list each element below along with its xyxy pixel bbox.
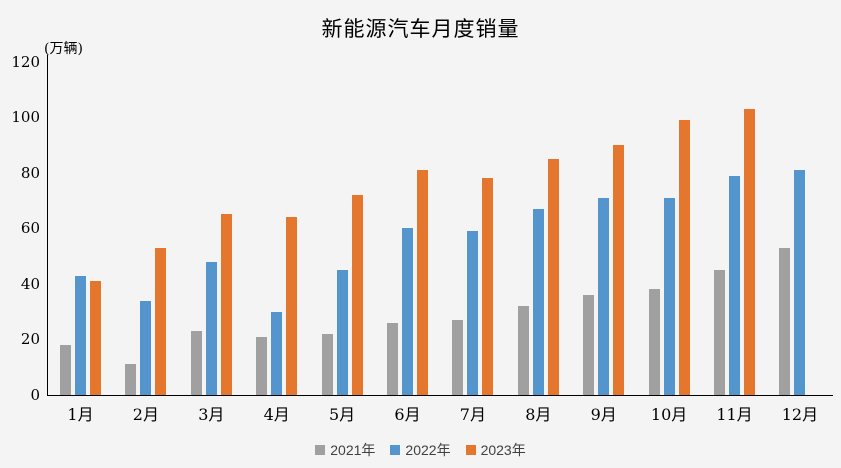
- x-axis-label: 4月: [263, 405, 290, 424]
- y-axis-tick-label: 40: [20, 274, 40, 293]
- bar-2022年-5月: [336, 270, 348, 395]
- x-axis-label: 3月: [198, 405, 225, 424]
- x-axis-line: [47, 395, 833, 396]
- bar-2022年-10月: [663, 197, 675, 395]
- bar-2023年-9月: [613, 145, 625, 395]
- legend-label: 2021年: [330, 442, 376, 458]
- legend-swatch-icon: [315, 445, 326, 455]
- bar-2022年-3月: [205, 261, 217, 395]
- y-axis-tick-label: 120: [11, 52, 40, 71]
- y-axis-tick-label: 80: [20, 163, 40, 182]
- legend: 2021年 2022年 2023年: [0, 440, 841, 460]
- bar-2021年-3月: [190, 331, 202, 395]
- bar-2021年-6月: [387, 322, 398, 395]
- bar-2022年-4月: [271, 311, 283, 395]
- bar-2023年-2月: [155, 247, 167, 395]
- bar-2021年-10月: [648, 289, 660, 395]
- y-axis-line: [47, 55, 48, 395]
- y-axis-tick-label: 60: [20, 219, 40, 238]
- y-axis-tick-label: 100: [11, 108, 40, 127]
- bar-2021年-2月: [125, 364, 137, 395]
- bar-2021年-5月: [321, 333, 333, 395]
- y-axis-tick-label: 20: [20, 330, 40, 349]
- legend-item: 2021年: [315, 440, 375, 460]
- bar-2023年-8月: [547, 158, 559, 395]
- legend-label: 2023年: [480, 442, 526, 458]
- x-axis-label: 10月: [650, 405, 688, 424]
- bar-2022年-7月: [467, 231, 479, 395]
- bar-2022年-2月: [140, 300, 152, 395]
- x-axis-label: 8月: [525, 405, 552, 424]
- x-axis-label: 6月: [394, 405, 421, 424]
- chart-title: 新能源汽车月度销量: [321, 17, 520, 41]
- x-axis-label: 2月: [132, 405, 159, 424]
- bar-2022年-8月: [532, 208, 544, 395]
- bar-2021年-4月: [256, 336, 268, 395]
- bar-2022年-6月: [402, 228, 413, 395]
- bar-2023年-11月: [744, 108, 755, 395]
- x-axis-label: 12月: [781, 405, 819, 424]
- y-axis-unit-label: (万辆): [44, 41, 83, 57]
- bar-2023年-4月: [286, 217, 298, 395]
- bar-2021年-11月: [714, 270, 725, 395]
- bar-2021年-8月: [517, 306, 529, 395]
- bar-2023年-7月: [482, 178, 494, 395]
- x-axis-label: 5月: [329, 405, 356, 424]
- bar-2023年-1月: [90, 281, 101, 395]
- legend-label: 2022年: [405, 442, 451, 458]
- x-axis-label: 7月: [459, 405, 486, 424]
- bar-2023年-3月: [220, 214, 232, 395]
- bar-2023年-5月: [351, 195, 363, 395]
- bar-2021年-7月: [452, 320, 464, 395]
- bar-2022年-11月: [729, 175, 740, 395]
- bar-2023年-10月: [678, 120, 690, 395]
- x-axis-label: 1月: [67, 405, 94, 424]
- bar-2021年-1月: [60, 345, 71, 395]
- legend-swatch-icon: [465, 445, 476, 455]
- bar-2021年-9月: [583, 295, 595, 395]
- legend-swatch-icon: [390, 445, 401, 455]
- legend-item: 2023年: [465, 440, 526, 460]
- legend-item: 2022年: [390, 440, 451, 460]
- bar-2022年-12月: [794, 170, 806, 395]
- bar-2022年-1月: [75, 275, 86, 395]
- bar-2022年-9月: [598, 197, 610, 395]
- x-axis-label: 9月: [590, 405, 617, 424]
- bar-2021年-12月: [779, 247, 791, 395]
- bar-2023年-6月: [417, 170, 428, 395]
- x-axis-label: 11月: [716, 405, 753, 424]
- y-axis-tick-label: 0: [30, 386, 40, 404]
